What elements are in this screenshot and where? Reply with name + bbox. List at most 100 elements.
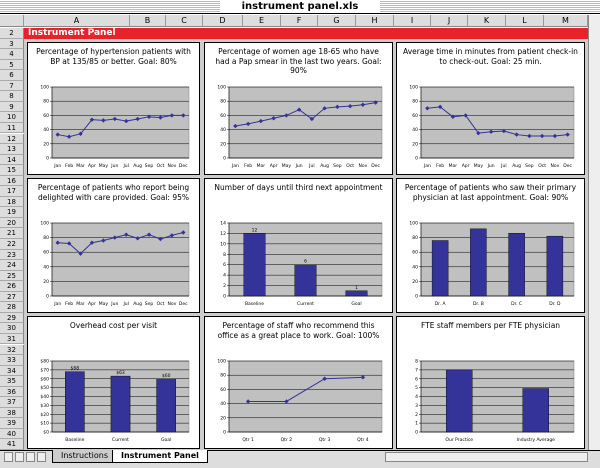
chart-panel: 0 2 4 6 8 10 12 14 Baseline Current Goal 12 6 1 Number… (204, 178, 393, 313)
bar (110, 375, 131, 433)
y-tick-label: 40 (43, 264, 49, 270)
x-tick-label: Qtr 2 (281, 437, 293, 443)
x-tick-label: Jan (423, 163, 431, 169)
y-tick-label: 14 (220, 221, 226, 227)
vertical-scrollbar[interactable] (588, 15, 600, 450)
data-point (181, 113, 186, 118)
y-tick-label: 6 (415, 376, 418, 382)
x-tick-label: Apr (88, 163, 96, 169)
row-header: 15 (0, 165, 24, 176)
data-point (169, 233, 175, 238)
column-header: H (356, 15, 394, 27)
data-label: $68 (71, 366, 80, 372)
tab-nav-button[interactable] (26, 452, 35, 462)
row-header: 40 (0, 428, 24, 440)
y-tick-label: 80 (43, 235, 49, 241)
x-tick-label: Jul (500, 163, 506, 169)
x-tick-label: Dec (371, 163, 380, 169)
tab-nav-button[interactable] (37, 452, 46, 462)
x-tick-label: May (99, 301, 109, 307)
y-tick-label: 40 (220, 127, 226, 133)
chart-title: Overhead cost per visit (69, 321, 158, 330)
y-tick-label: 0 (223, 156, 226, 162)
chart: 0 20 40 60 80 100 Qtr 1 Qtr 2 Qtr 3 Qtr 4 (217, 359, 383, 443)
row-header: 2 (0, 28, 24, 39)
y-tick-label: 8 (415, 359, 418, 365)
x-tick-label: Oct (157, 163, 165, 169)
y-tick-label: $0 (43, 430, 49, 436)
data-point (89, 240, 95, 245)
column-header: G (318, 15, 356, 27)
data-point (258, 118, 264, 124)
data-point (112, 235, 117, 240)
chart: 0 20 40 60 80 100 Jan Feb Mar Apr May Jun Jul Aug Sep O… (40, 221, 190, 307)
x-tick-label: Goal (161, 437, 171, 443)
data-point (55, 132, 60, 137)
row-header: 30 (0, 323, 24, 334)
column-header: J (431, 15, 468, 27)
data-label: 12 (252, 227, 258, 233)
bar (345, 290, 368, 297)
y-tick-label: 80 (43, 99, 49, 105)
window-title: instrument panel.xls (220, 1, 380, 13)
data-point (437, 104, 443, 110)
sheet-tab[interactable]: Instrument Panel (112, 450, 208, 463)
x-tick-label: Dec (179, 301, 188, 307)
data-label: 1 (355, 285, 358, 291)
x-tick-label: Oct (538, 163, 546, 169)
x-tick-label: Jun (110, 163, 118, 169)
column-header: C (166, 15, 203, 27)
chart-title: Percentage of women age 18-65 who have h… (215, 47, 382, 75)
y-tick-label: $20 (40, 412, 49, 418)
sheet-tab[interactable]: Instructions (52, 450, 117, 463)
x-tick-label: Dec (563, 163, 572, 169)
data-point (135, 236, 140, 241)
chart: 0 1 2 3 4 5 6 7 8 Our Practice Industry Average (415, 359, 575, 443)
y-tick-label: 6 (223, 262, 226, 268)
horizontal-scrollbar[interactable] (385, 452, 588, 462)
row-header: 32 (0, 344, 24, 356)
y-tick-label: 60 (220, 113, 226, 119)
y-tick-label: $80 (40, 359, 49, 365)
row-header: 16 (0, 175, 24, 187)
x-tick-label: Oct (346, 163, 354, 169)
x-tick-label: Current (297, 301, 314, 307)
x-tick-label: Goal (351, 301, 361, 307)
y-tick-label: 40 (220, 401, 226, 407)
row-header: 35 (0, 376, 24, 387)
row-header: 28 (0, 302, 24, 313)
x-tick-label: Industry Average (517, 437, 556, 443)
y-tick-label: 20 (220, 141, 226, 147)
row-header: 31 (0, 333, 24, 345)
row-header: 27 (0, 291, 24, 303)
data-point (565, 132, 570, 137)
row-header: 41 (0, 439, 24, 450)
x-tick-label: Mar (449, 163, 458, 169)
tab-nav-button[interactable] (4, 452, 13, 462)
row-header: 36 (0, 386, 24, 398)
y-tick-label: 0 (415, 156, 418, 162)
data-point (78, 131, 83, 137)
y-tick-label: 12 (220, 231, 226, 237)
bar (522, 388, 549, 433)
x-tick-label: Baseline (245, 301, 264, 307)
y-tick-label: 1 (415, 421, 418, 427)
x-tick-label: Qtr 3 (319, 437, 331, 443)
row-header: 19 (0, 207, 24, 218)
x-tick-label: Nov (358, 163, 367, 169)
x-tick-label: Jul (122, 163, 128, 169)
y-tick-label: 60 (43, 250, 49, 256)
x-tick-label: Jan (231, 163, 239, 169)
row-header: 20 (0, 217, 24, 229)
x-tick-label: Feb (244, 163, 252, 169)
x-tick-label: Current (112, 437, 129, 443)
y-tick-label: 80 (220, 99, 226, 105)
data-point (425, 106, 430, 111)
x-tick-label: Mar (76, 163, 85, 169)
data-point (101, 118, 106, 123)
data-point (347, 103, 353, 109)
y-tick-label: 60 (43, 113, 49, 119)
tab-nav-button[interactable] (15, 452, 24, 462)
data-point (501, 128, 507, 134)
data-point (463, 113, 468, 118)
